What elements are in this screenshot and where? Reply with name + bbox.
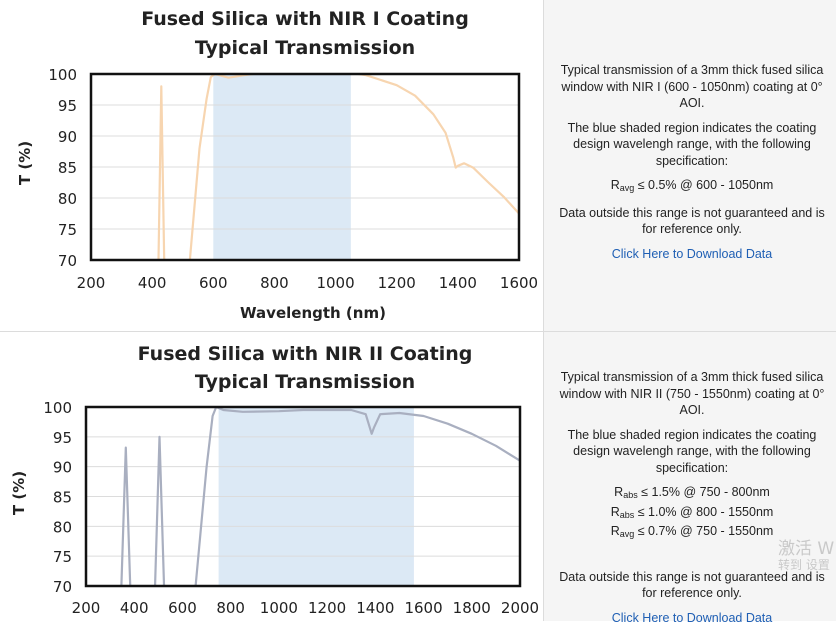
x-tick-label: 600 — [168, 599, 197, 617]
info-panel-nir2: Typical transmission of a 3mm thick fuse… — [544, 332, 836, 625]
y-axis-label: T (%) — [16, 141, 34, 185]
description: Typical transmission of a 3mm thick fuse… — [559, 370, 825, 417]
spec-line: Rabs ≤ 1.0% @ 800 - 1550nm — [610, 504, 774, 520]
transmission-series-line — [153, 435, 166, 586]
y-tick-label: 75 — [53, 548, 72, 566]
y-tick-label: 85 — [58, 159, 77, 177]
chart-title: Fused Silica with NIR II Coating — [138, 343, 473, 365]
chart-panel-nir2: Fused Silica with NIR II Coating Typical … — [0, 332, 544, 621]
y-tick-label: 80 — [58, 190, 77, 208]
x-tick-label: 1200 — [378, 274, 416, 292]
x-tick-label: 400 — [120, 599, 149, 617]
x-tick-label: 200 — [77, 274, 106, 292]
disclaimer: Data outside this range is not guarantee… — [559, 205, 825, 237]
chart-title: Fused Silica with NIR I Coating — [141, 8, 469, 30]
chart-nir2: Fused Silica with NIR II Coating Typical … — [10, 343, 539, 617]
y-axis-label: T (%) — [10, 471, 28, 515]
x-tick-label: 1800 — [453, 599, 491, 617]
x-tick-label: 400 — [138, 274, 167, 292]
chart-subtitle: Typical Transmission — [195, 37, 415, 59]
x-tick-label: 600 — [199, 274, 228, 292]
info-panel-nir1: Typical transmission of a 3mm thick fuse… — [544, 0, 836, 331]
y-tick-label: 95 — [58, 97, 77, 115]
plot-frame — [89, 72, 521, 262]
y-tick-label: 85 — [53, 489, 72, 507]
shade-description: The blue shaded region indicates the coa… — [567, 120, 817, 168]
y-tick-label: 100 — [48, 66, 77, 84]
plot-frame — [84, 405, 522, 588]
y-tick-label: 70 — [58, 252, 77, 270]
description: Typical transmission of a 3mm thick fuse… — [560, 63, 824, 110]
chart-row-nir2: Fused Silica with NIR II Coating Typical … — [0, 331, 836, 625]
chart-nir1: Fused Silica with NIR I Coating Typical T… — [16, 8, 538, 322]
x-tick-label: 1200 — [308, 599, 346, 617]
spec-line: Ravg ≤ 0.5% @ 600 - 1050nm — [610, 178, 774, 193]
x-tick-label: 1400 — [439, 274, 477, 292]
transmission-series-line — [194, 407, 520, 586]
x-tick-label: 800 — [216, 599, 245, 617]
spec-line: Rabs ≤ 1.5% @ 750 - 800nm — [614, 485, 770, 500]
x-tick-label: 1600 — [500, 274, 538, 292]
spec-list: Rabs ≤ 1.5% @ 750 - 800nm Rabs ≤ 1.0% @ … — [558, 484, 826, 543]
x-tick-label: 1600 — [404, 599, 442, 617]
y-tick-label: 90 — [53, 459, 72, 477]
activation-watermark: 激活 W 转到 设置 — [778, 541, 834, 573]
watermark-line1: 激活 W — [778, 539, 835, 559]
x-tick-label: 800 — [260, 274, 289, 292]
x-axis-label: Wavelength (nm) — [240, 304, 386, 322]
spec-line: Ravg ≤ 0.7% @ 750 - 1550nm — [610, 524, 774, 539]
y-tick-label: 90 — [58, 128, 77, 146]
transmission-series-line — [157, 85, 166, 260]
chart-subtitle: Typical Transmission — [195, 371, 415, 393]
x-tick-label: 1000 — [316, 274, 354, 292]
watermark-line2: 转到 设置 — [778, 558, 830, 572]
download-data-link[interactable]: Click Here to Download Data — [611, 246, 773, 261]
transmission-series-line — [120, 446, 132, 586]
disclaimer: Data outside this range is not guarantee… — [559, 569, 825, 601]
y-tick-label: 95 — [53, 429, 72, 447]
spec-list: Ravg ≤ 0.5% @ 600 - 1050nm — [558, 177, 826, 197]
y-tick-label: 80 — [53, 518, 72, 536]
download-data-link[interactable]: Click Here to Download Data — [611, 610, 773, 625]
x-tick-label: 1000 — [260, 599, 298, 617]
x-tick-label: 2000 — [501, 599, 539, 617]
y-tick-label: 70 — [53, 578, 72, 596]
x-tick-label: 1400 — [356, 599, 394, 617]
shade-description: The blue shaded region indicates the coa… — [567, 427, 817, 475]
y-tick-label: 75 — [58, 221, 77, 239]
chart-panel-nir1: Fused Silica with NIR I Coating Typical T… — [0, 0, 544, 331]
x-tick-label: 200 — [72, 599, 101, 617]
y-tick-label: 100 — [43, 399, 72, 417]
chart-row-nir1: Fused Silica with NIR I Coating Typical T… — [0, 0, 836, 331]
